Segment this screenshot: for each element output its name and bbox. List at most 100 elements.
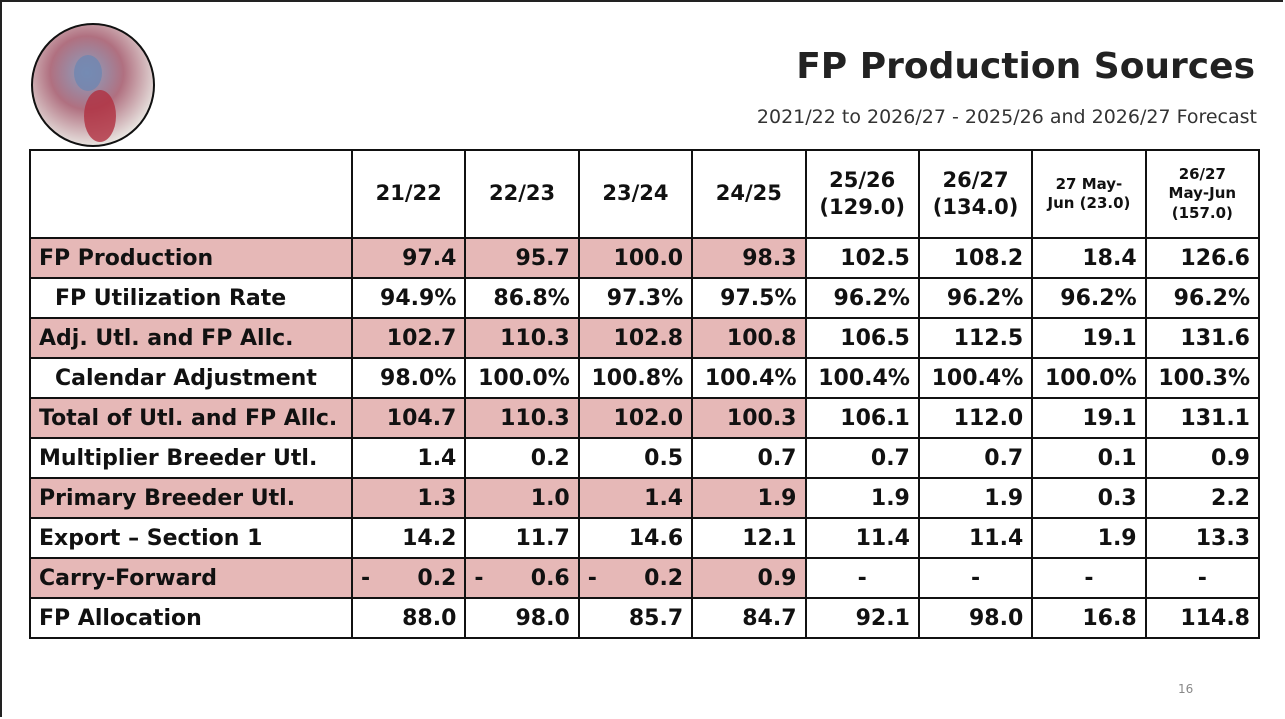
- table-cell: 131.6: [1146, 318, 1259, 358]
- table-cell: 88.0: [352, 598, 465, 638]
- table-cell: 102.0: [579, 398, 692, 438]
- table-cell: 96.2%: [919, 278, 1032, 318]
- table-cell: -: [1032, 558, 1145, 598]
- row-label: FP Allocation: [30, 598, 352, 638]
- table-cell: 0.2: [465, 438, 578, 478]
- table-cell: 0.9: [1146, 438, 1259, 478]
- column-header: 25/26 (129.0): [806, 150, 919, 238]
- table-cell: 1.4: [352, 438, 465, 478]
- table-cell: 84.7: [692, 598, 805, 638]
- row-label: Adj. Utl. and FP Allc.: [30, 318, 352, 358]
- slide: FP Production Sources 2021/22 to 2026/27…: [0, 0, 1283, 717]
- table-cell: 131.1: [1146, 398, 1259, 438]
- table-cell: 110.3: [465, 318, 578, 358]
- table-cell: 1.9: [806, 478, 919, 518]
- table-cell: 100.0%: [465, 358, 578, 398]
- table-cell: 14.2: [352, 518, 465, 558]
- logo: [30, 21, 156, 149]
- table-cell: 100.8: [692, 318, 805, 358]
- table-cell: 126.6: [1146, 238, 1259, 278]
- column-header: 26/27 (134.0): [919, 150, 1032, 238]
- page: FP Production Sources 2021/22 to 2026/27…: [0, 0, 1285, 719]
- table-cell: 1.3: [352, 478, 465, 518]
- column-header: 26/27 May-Jun (157.0): [1146, 150, 1259, 238]
- row-label: Carry-Forward: [30, 558, 352, 598]
- table-cell: -: [806, 558, 919, 598]
- table-cell: 114.8: [1146, 598, 1259, 638]
- table-cell: 92.1: [806, 598, 919, 638]
- cell-sign: -: [474, 566, 483, 591]
- table-cell: 16.8: [1032, 598, 1145, 638]
- table-cell: 95.7: [465, 238, 578, 278]
- table-cell: 1.9: [1032, 518, 1145, 558]
- column-header: 27 May- Jun (23.0): [1032, 150, 1145, 238]
- table-cell: 112.5: [919, 318, 1032, 358]
- cell-sign: -: [361, 566, 370, 591]
- cell-value: 0.6: [531, 566, 570, 591]
- row-label: Total of Utl. and FP Allc.: [30, 398, 352, 438]
- table-cell: 19.1: [1032, 318, 1145, 358]
- subtitle: 2021/22 to 2026/27 - 2025/26 and 2026/27…: [757, 106, 1257, 128]
- table-cell: 100.4%: [806, 358, 919, 398]
- column-header: 23/24: [579, 150, 692, 238]
- table-cell: 98.0%: [352, 358, 465, 398]
- table-cell: 102.5: [806, 238, 919, 278]
- row-label: Export – Section 1: [30, 518, 352, 558]
- column-header: 21/22: [352, 150, 465, 238]
- table-cell: 100.4%: [919, 358, 1032, 398]
- table-cell: 1.9: [692, 478, 805, 518]
- table-cell: 0.5: [579, 438, 692, 478]
- table-cell: 100.4%: [692, 358, 805, 398]
- page-number: 16: [1178, 682, 1193, 696]
- table-cell: 85.7: [579, 598, 692, 638]
- table-cell: 102.7: [352, 318, 465, 358]
- table-cell: 94.9%: [352, 278, 465, 318]
- table-cell: 104.7: [352, 398, 465, 438]
- table-cell: 97.3%: [579, 278, 692, 318]
- table-cell: 1.9: [919, 478, 1032, 518]
- table-cell: 2.2: [1146, 478, 1259, 518]
- table-cell: 110.3: [465, 398, 578, 438]
- row-label: FP Production: [30, 238, 352, 278]
- table-cell: 11.4: [806, 518, 919, 558]
- table-cell: 19.1: [1032, 398, 1145, 438]
- table-cell: -: [919, 558, 1032, 598]
- table-cell: 106.5: [806, 318, 919, 358]
- table-cell: 96.2%: [806, 278, 919, 318]
- table-cell: 0.1: [1032, 438, 1145, 478]
- table-cell: 100.8%: [579, 358, 692, 398]
- table-cell: 98.0: [919, 598, 1032, 638]
- cell-sign: -: [588, 566, 597, 591]
- table-cell: 1.0: [465, 478, 578, 518]
- cell-value: 0.2: [417, 566, 456, 591]
- table-cell: 100.0%: [1032, 358, 1145, 398]
- table-cell: 96.2%: [1146, 278, 1259, 318]
- table-cell: - 0.2: [352, 558, 465, 598]
- table-cell: 112.0: [919, 398, 1032, 438]
- table-cell: - 0.6: [465, 558, 578, 598]
- table-cell: 100.3: [692, 398, 805, 438]
- table-cell: 18.4: [1032, 238, 1145, 278]
- table-cell: 11.7: [465, 518, 578, 558]
- table-cell: 96.2%: [1032, 278, 1145, 318]
- cell-value: 0.2: [644, 566, 683, 591]
- table-cell: -: [1146, 558, 1259, 598]
- table-cell: 0.7: [919, 438, 1032, 478]
- table-cell: 100.0: [579, 238, 692, 278]
- row-label: Multiplier Breeder Utl.: [30, 438, 352, 478]
- header-corner: [30, 150, 352, 238]
- table-cell: 14.6: [579, 518, 692, 558]
- title: FP Production Sources: [796, 46, 1255, 87]
- table-cell: 0.7: [806, 438, 919, 478]
- table-cell: 108.2: [919, 238, 1032, 278]
- table-cell: - 0.2: [579, 558, 692, 598]
- table-cell: 98.3: [692, 238, 805, 278]
